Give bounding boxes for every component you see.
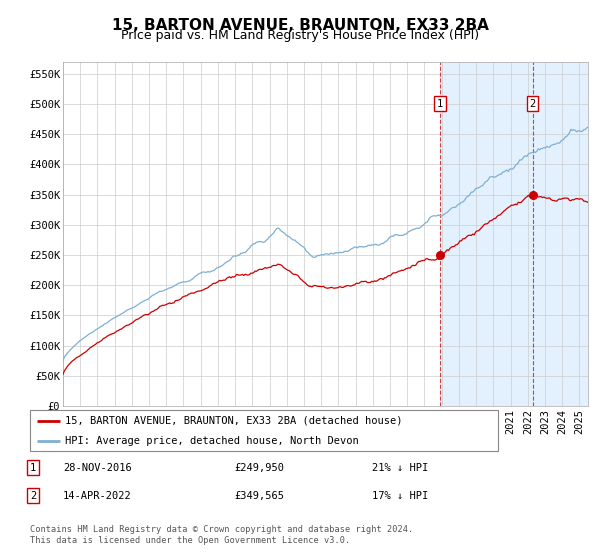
- Text: 15, BARTON AVENUE, BRAUNTON, EX33 2BA (detached house): 15, BARTON AVENUE, BRAUNTON, EX33 2BA (d…: [65, 416, 403, 426]
- Text: 15, BARTON AVENUE, BRAUNTON, EX33 2BA: 15, BARTON AVENUE, BRAUNTON, EX33 2BA: [112, 18, 488, 33]
- Text: 1: 1: [437, 99, 443, 109]
- FancyBboxPatch shape: [30, 410, 498, 451]
- Text: 14-APR-2022: 14-APR-2022: [63, 491, 132, 501]
- Text: HPI: Average price, detached house, North Devon: HPI: Average price, detached house, Nort…: [65, 436, 359, 446]
- Text: 17% ↓ HPI: 17% ↓ HPI: [372, 491, 428, 501]
- Text: 28-NOV-2016: 28-NOV-2016: [63, 463, 132, 473]
- Text: £349,565: £349,565: [234, 491, 284, 501]
- Text: Price paid vs. HM Land Registry's House Price Index (HPI): Price paid vs. HM Land Registry's House …: [121, 29, 479, 42]
- Text: 2: 2: [530, 99, 536, 109]
- Text: £249,950: £249,950: [234, 463, 284, 473]
- Text: 21% ↓ HPI: 21% ↓ HPI: [372, 463, 428, 473]
- Text: 2: 2: [30, 491, 36, 501]
- Text: 1: 1: [30, 463, 36, 473]
- Bar: [440, 62, 588, 406]
- Text: Contains HM Land Registry data © Crown copyright and database right 2024.
This d: Contains HM Land Registry data © Crown c…: [30, 525, 413, 545]
